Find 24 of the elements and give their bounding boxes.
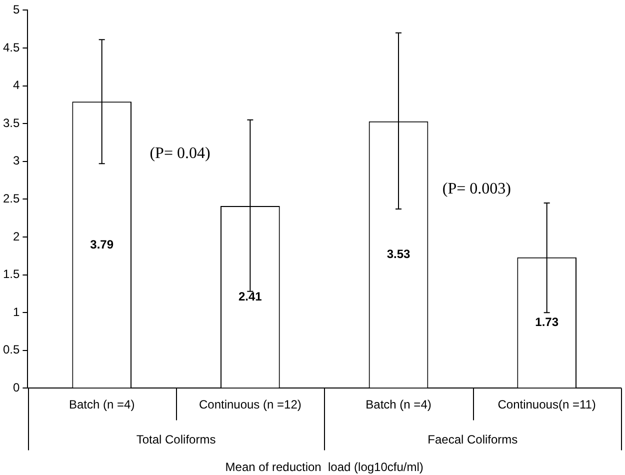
data-label: 3.79 bbox=[90, 237, 114, 252]
x-tick-label: Batch (n =4) bbox=[366, 398, 432, 412]
y-tick-label: 3 bbox=[12, 154, 20, 168]
y-tick-label: 0.5 bbox=[2, 342, 20, 357]
x-tick-label: Continuous(n =11) bbox=[498, 398, 596, 412]
data-label: 2.41 bbox=[238, 289, 262, 304]
y-tick-label: 5 bbox=[12, 2, 20, 17]
x-axis-title: Mean of reduction load (log10cfu/ml) bbox=[225, 460, 424, 474]
y-tick-label: 0 bbox=[12, 380, 20, 395]
data-label: 3.53 bbox=[386, 247, 411, 262]
y-tick-label: 1.5 bbox=[2, 267, 20, 282]
y-tick-label: 4.5 bbox=[2, 40, 20, 54]
text: Faecal Coliforms bbox=[428, 432, 518, 447]
x-tick-label: Batch (n =4) bbox=[68, 398, 135, 412]
y-tick-label: 4 bbox=[12, 78, 20, 92]
y-tick-label: 2 bbox=[12, 229, 20, 244]
y-tick-label: 3.5 bbox=[2, 116, 20, 130]
y-tick-label: 1 bbox=[12, 304, 20, 319]
data-label: 1.73 bbox=[535, 315, 559, 330]
text: Total Coliforms bbox=[136, 432, 216, 447]
x-tick-label: Continuous (n =12) bbox=[198, 398, 302, 412]
annotation: (P= 0.003) bbox=[442, 180, 511, 198]
y-tick-label: 2.5 bbox=[2, 192, 20, 206]
annotation: (P= 0.04) bbox=[150, 145, 210, 162]
